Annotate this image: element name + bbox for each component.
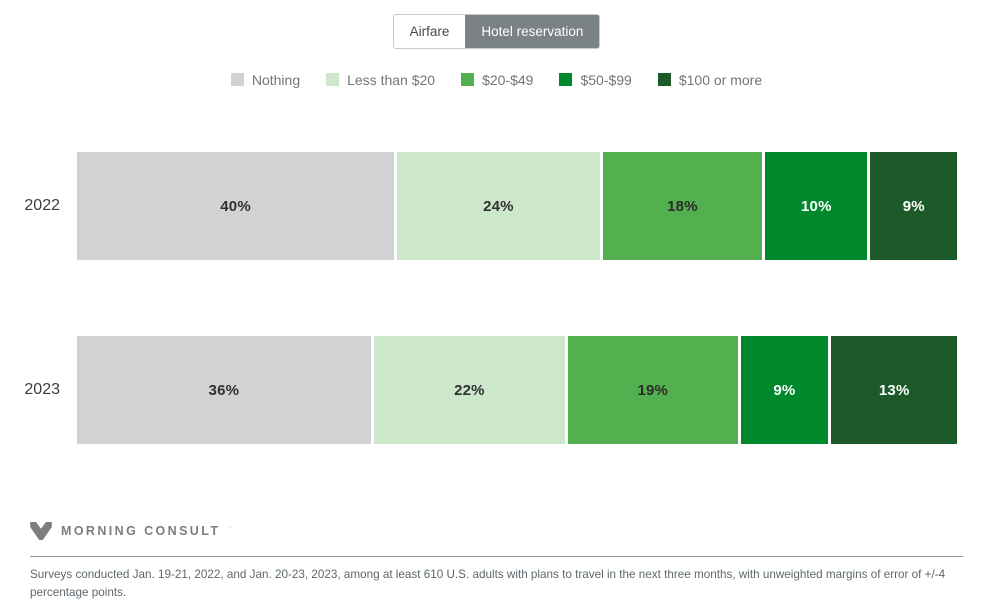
segment-value-label: 13% xyxy=(878,381,910,399)
legend-item: $20-$49 xyxy=(461,72,533,88)
legend-label: $100 or more xyxy=(678,71,763,88)
chart-row: 2022 40% 24% 18% 10% 9% xyxy=(0,152,993,260)
chart-tab-toggle: Airfare Hotel reservation xyxy=(0,0,993,49)
bar-segment: 18% xyxy=(602,152,763,260)
morning-consult-logo-icon xyxy=(30,522,52,540)
segment-value-label: 40% xyxy=(220,197,251,215)
bar-segment: 9% xyxy=(870,152,958,260)
segment-value-label: 24% xyxy=(483,197,514,215)
year-label: 2022 xyxy=(24,197,60,214)
brand-name: MORNING CONSULT xyxy=(61,524,221,538)
legend-item: $100 or more xyxy=(657,71,763,88)
footer-divider xyxy=(30,556,963,557)
segment-value-label: 9% xyxy=(902,197,925,215)
legend-item: Less than $20 xyxy=(326,72,435,88)
survey-footnote: Surveys conducted Jan. 19-21, 2022, and … xyxy=(30,568,946,600)
legend-swatch xyxy=(559,73,573,86)
legend-swatch xyxy=(657,73,671,86)
bar-segment: 13% xyxy=(831,336,957,444)
bar-segment: 22% xyxy=(373,336,566,444)
bar-segment: 24% xyxy=(397,152,600,260)
year-label: 2023 xyxy=(24,381,60,398)
tab-airfare[interactable]: Airfare xyxy=(393,15,466,48)
stacked-bar-chart: 2022 40% 24% 18% 10% 9% 2023 36% 22% 19% 9% 13% xyxy=(0,152,993,444)
chart-footer: MORNING CONSULT ' Surveys conducted Jan. … xyxy=(30,518,963,602)
segment-value-label: 19% xyxy=(637,381,669,399)
bar-segment: 36% xyxy=(77,336,371,444)
segment-value-label: 18% xyxy=(667,197,698,215)
legend-swatch xyxy=(326,73,340,86)
legend-swatch xyxy=(461,73,475,86)
legend-label: $20-$49 xyxy=(482,71,534,88)
legend-item: Nothing xyxy=(230,71,301,88)
legend-swatch xyxy=(230,73,244,86)
segment-value-label: 22% xyxy=(454,381,485,399)
tab-group: Airfare Hotel reservation xyxy=(392,14,601,49)
legend-item: $50-$99 xyxy=(559,71,632,88)
stacked-bar: 36% 22% 19% 9% 13% xyxy=(77,336,957,444)
legend-label: Nothing xyxy=(251,71,301,88)
bar-segment: 10% xyxy=(765,152,868,260)
chart-row: 2023 36% 22% 19% 9% 13% xyxy=(0,336,993,444)
chart-rows: 2022 40% 24% 18% 10% 9% 2023 36% 22% 19% 9% 13% xyxy=(0,152,993,444)
brand-row: MORNING CONSULT ' xyxy=(30,518,963,544)
bar-segment: 9% xyxy=(740,336,829,444)
segment-value-label: 36% xyxy=(208,381,240,399)
legend-label: Less than $20 xyxy=(347,71,436,88)
stacked-bar: 40% 24% 18% 10% 9% xyxy=(77,152,958,260)
tab-hotel-reservation[interactable]: Hotel reservation xyxy=(465,15,600,48)
segment-value-label: 10% xyxy=(801,197,832,215)
bar-segment: 19% xyxy=(568,336,738,444)
trademark-mark: ' xyxy=(229,525,231,533)
chart-legend: Nothing Less than $20 $20-$49 $50-$99 $100 o… xyxy=(0,71,993,88)
legend-label: $50-$99 xyxy=(580,71,632,88)
bar-segment: 40% xyxy=(77,152,395,260)
segment-value-label: 9% xyxy=(773,381,796,399)
